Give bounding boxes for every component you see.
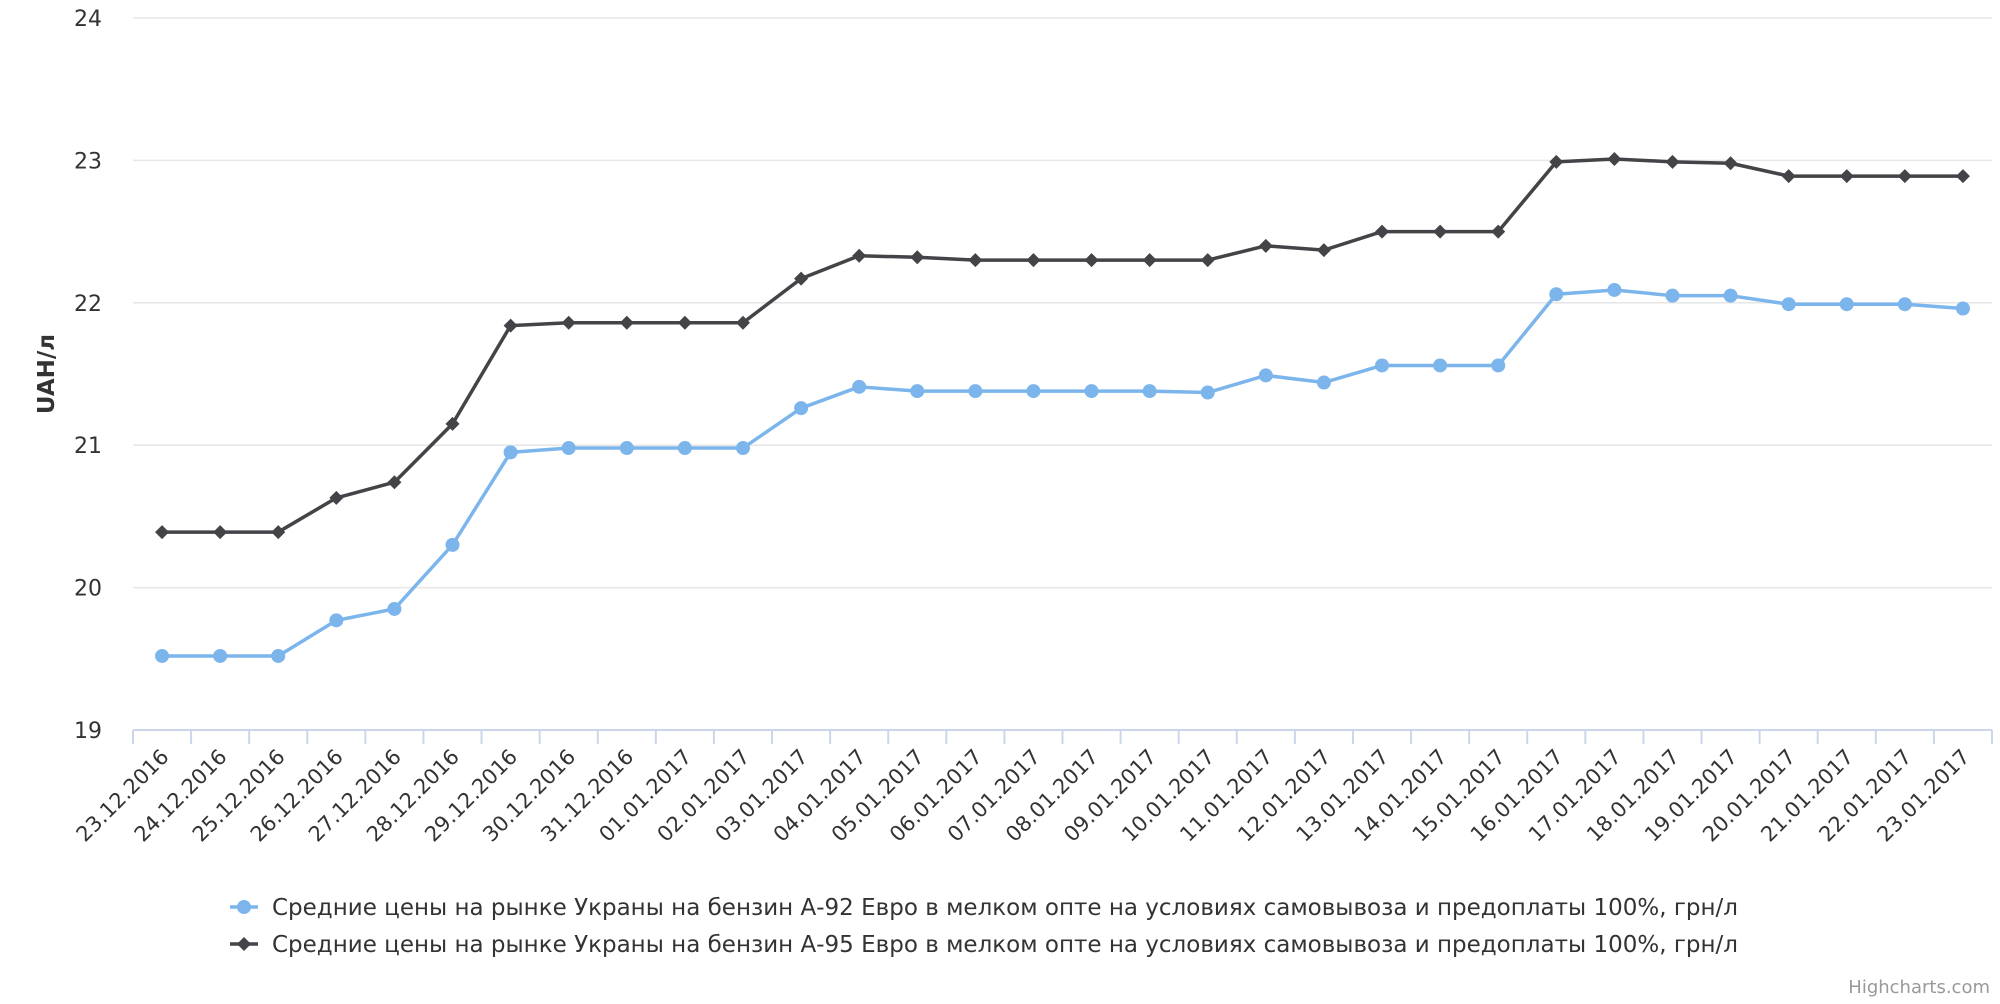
data-point[interactable]	[968, 384, 983, 399]
data-point[interactable]	[1316, 375, 1331, 390]
data-point[interactable]	[968, 253, 983, 268]
y-axis-title: UAH/л	[34, 334, 60, 414]
data-point[interactable]	[1839, 297, 1854, 312]
data-point[interactable]	[1607, 151, 1622, 166]
data-point[interactable]	[271, 648, 286, 663]
data-point[interactable]	[329, 490, 344, 505]
legend-label: Средние цены на рынке Украны на бензин А…	[272, 895, 1738, 921]
data-point[interactable]	[1897, 169, 1912, 184]
data-point[interactable]	[1781, 169, 1796, 184]
data-point[interactable]	[677, 441, 692, 456]
data-point[interactable]	[1549, 287, 1564, 302]
data-point[interactable]	[852, 379, 867, 394]
data-point[interactable]	[1200, 385, 1215, 400]
data-point[interactable]	[1375, 224, 1390, 239]
y-tick-label: 21	[74, 434, 102, 459]
data-point[interactable]	[735, 441, 750, 456]
series-2	[155, 151, 1970, 540]
data-point[interactable]	[1142, 253, 1157, 268]
y-tick-label: 22	[74, 292, 102, 317]
data-point[interactable]	[1955, 301, 1970, 316]
data-point[interactable]	[1955, 169, 1970, 184]
series-line	[160, 288, 1965, 658]
data-point[interactable]	[1723, 156, 1738, 171]
data-point[interactable]	[213, 648, 228, 663]
data-point[interactable]	[503, 318, 518, 333]
data-point[interactable]	[1433, 358, 1448, 373]
y-tick-label: 20	[74, 577, 102, 602]
data-point[interactable]	[1665, 288, 1680, 303]
y-tick-label: 19	[74, 719, 102, 744]
data-point[interactable]	[619, 315, 634, 330]
data-point[interactable]	[213, 525, 228, 540]
data-point[interactable]	[1723, 288, 1738, 303]
data-point[interactable]	[1200, 253, 1215, 268]
y-axis: 19 20 21 22 23 24	[74, 7, 102, 744]
y-tick-label: 23	[74, 149, 102, 174]
data-point[interactable]	[1375, 358, 1390, 373]
data-point[interactable]	[387, 475, 402, 490]
data-point[interactable]	[271, 525, 286, 540]
data-point[interactable]	[561, 441, 576, 456]
data-point[interactable]	[561, 315, 576, 330]
data-point[interactable]	[794, 401, 809, 416]
data-point[interactable]	[1781, 297, 1796, 312]
data-point[interactable]	[1026, 384, 1041, 399]
data-point[interactable]	[387, 601, 402, 616]
legend: Средние цены на рынке Украны на бензин А…	[230, 895, 1738, 958]
data-point[interactable]	[1258, 238, 1273, 253]
data-point[interactable]	[735, 315, 750, 330]
data-point[interactable]	[1084, 253, 1099, 268]
data-point[interactable]	[1142, 384, 1157, 399]
data-point[interactable]	[329, 613, 344, 628]
legend-item-2[interactable]: Средние цены на рынке Украны на бензин А…	[230, 932, 1738, 958]
legend-label: Средние цены на рынке Украны на бензин А…	[272, 932, 1738, 958]
data-point[interactable]	[1491, 358, 1506, 373]
data-point[interactable]	[1897, 297, 1912, 312]
data-point[interactable]	[445, 416, 460, 431]
x-axis: 23.12.201624.12.201625.12.201626.12.2016…	[72, 729, 1993, 847]
data-point[interactable]	[1665, 154, 1680, 169]
data-point[interactable]	[1549, 154, 1564, 169]
data-point[interactable]	[677, 315, 692, 330]
data-point[interactable]	[1316, 243, 1331, 258]
data-point[interactable]	[1491, 224, 1506, 239]
series-plot-area	[155, 151, 1970, 663]
credits-link[interactable]: Highcharts.com	[1848, 977, 1990, 998]
y-tick-label: 24	[74, 7, 102, 32]
legend-marker-symbol	[237, 937, 251, 951]
series-line	[160, 157, 1965, 534]
data-point[interactable]	[1433, 224, 1448, 239]
data-point[interactable]	[445, 537, 460, 552]
gridlines	[133, 17, 1992, 589]
data-point[interactable]	[155, 648, 170, 663]
legend-item-1[interactable]: Средние цены на рынке Украны на бензин А…	[230, 895, 1738, 921]
data-point[interactable]	[910, 384, 925, 399]
data-point[interactable]	[910, 250, 925, 265]
data-point[interactable]	[794, 271, 809, 286]
data-point[interactable]	[852, 248, 867, 263]
data-point[interactable]	[1084, 384, 1099, 399]
data-point[interactable]	[619, 441, 634, 456]
data-point[interactable]	[1258, 368, 1273, 383]
data-point[interactable]	[1607, 282, 1622, 297]
series-1	[155, 282, 1970, 663]
data-point[interactable]	[1839, 169, 1854, 184]
data-point[interactable]	[155, 525, 170, 540]
data-point[interactable]	[503, 445, 518, 460]
legend-marker-symbol	[237, 900, 251, 914]
data-point[interactable]	[1026, 253, 1041, 268]
